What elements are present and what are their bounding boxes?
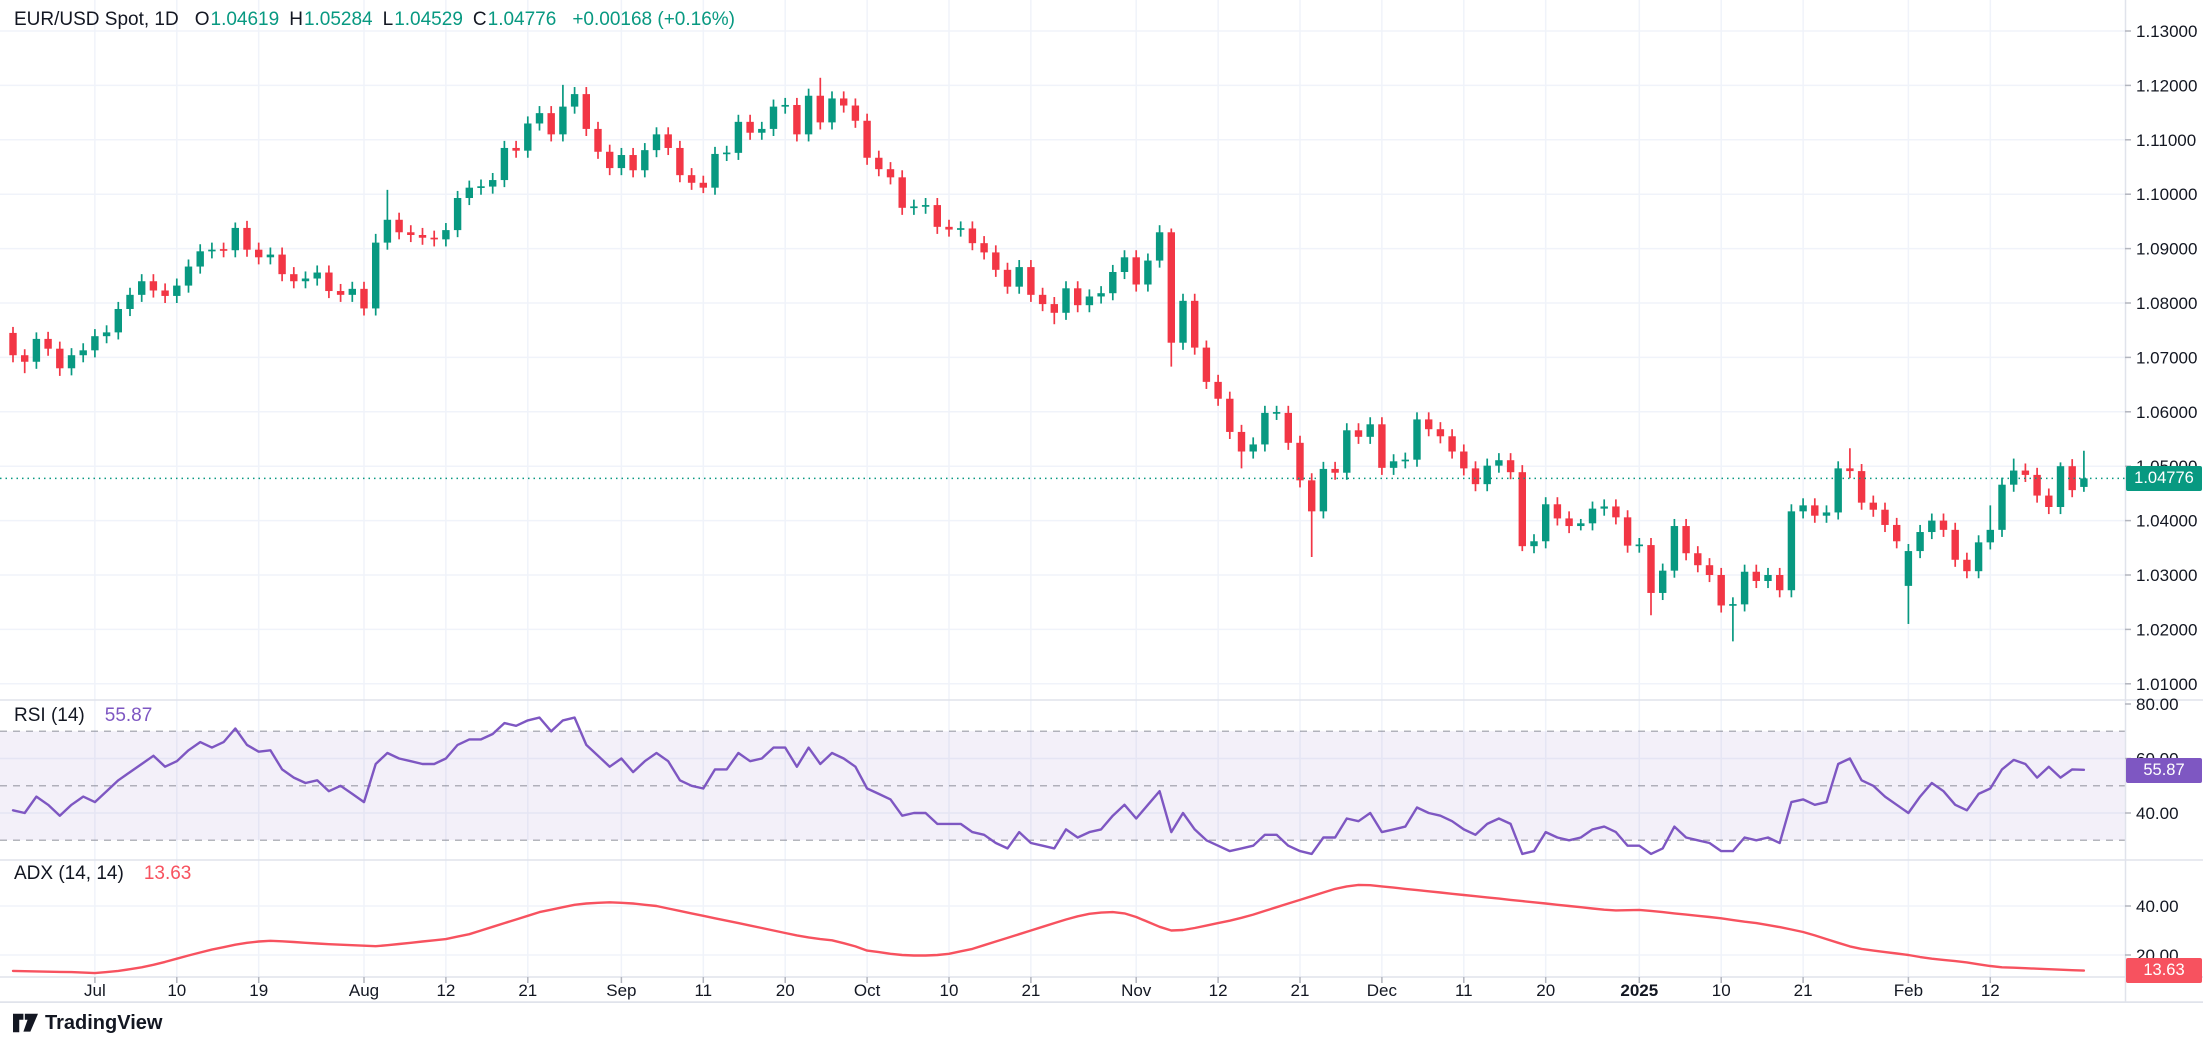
svg-text:1.12000: 1.12000 [2136,76,2197,95]
rsi-value: 55.87 [104,705,153,726]
svg-text:80.00: 80.00 [2136,695,2179,714]
svg-text:1.08000: 1.08000 [2136,294,2197,313]
svg-text:10: 10 [940,981,959,1000]
svg-text:Feb: Feb [1894,981,1923,1000]
rsi-title: RSI (14) [14,705,85,726]
tradingview-logo-icon [13,1013,38,1032]
close-value: 1.04776 [487,9,557,30]
adx-title: ADX (14, 14) [14,863,124,884]
tradingview-brand-text: TradingView [45,1011,163,1034]
svg-text:10: 10 [167,981,186,1000]
svg-text:11: 11 [1455,981,1473,1000]
svg-text:20: 20 [776,981,795,1000]
adx-indicator-legend: ADX (14, 14) 13.63 [14,863,191,885]
footer-bar: TradingView [0,1002,2203,1043]
svg-text:1.07000: 1.07000 [2136,348,2197,367]
pane-separators [0,0,2203,1002]
svg-text:1.10000: 1.10000 [2136,185,2197,204]
svg-text:20: 20 [1536,981,1555,1000]
svg-text:1.03000: 1.03000 [2136,566,2197,585]
svg-text:1.01000: 1.01000 [2136,675,2197,694]
low-value: 1.04529 [394,9,463,30]
svg-text:Jul: Jul [84,981,106,1000]
svg-text:12: 12 [1209,981,1228,1000]
svg-text:1.11000: 1.11000 [2136,131,2196,150]
high-label: H [289,9,303,30]
svg-text:21: 21 [1794,981,1813,1000]
svg-text:1.04000: 1.04000 [2136,512,2197,531]
time-scale[interactable]: Jul 10 19 Aug 12 21 Sep 11 20 Oct 10 21 Nov 12 21 Dec 11… [84,977,2000,1000]
close-label: C [472,9,487,30]
svg-text:1.09000: 1.09000 [2136,240,2197,259]
chart-canvas[interactable]: 1.13000 1.12000 1.11000 1.10000 1.09000 1.080… [0,0,2203,1002]
symbol-legend: EUR/USD Spot, 1D O 1.04619 H 1.05284 L 1.04… [14,9,735,31]
open-value: 1.04619 [210,9,280,30]
adx-value-badge: 13.63 [2126,958,2202,983]
adx-value: 13.63 [143,863,192,884]
svg-text:Dec: Dec [1367,981,1398,1000]
price-scale[interactable]: 1.13000 1.12000 1.11000 1.10000 1.09000 1.080… [2125,22,2197,965]
symbol-title: EUR/USD Spot, 1D [14,9,179,30]
svg-text:1.13000: 1.13000 [2136,22,2197,41]
svg-text:2025: 2025 [1620,981,1658,1000]
svg-text:Nov: Nov [1121,981,1152,1000]
svg-text:10: 10 [1712,981,1731,1000]
candlestick-series [9,77,2088,642]
rsi-line [11,716,2086,856]
svg-text:Sep: Sep [606,981,636,1000]
last-price-badge: 1.04776 [2126,466,2202,491]
open-label: O [194,9,210,30]
svg-text:12: 12 [1981,981,2000,1000]
svg-text:21: 21 [1021,981,1040,1000]
rsi-band [0,730,2125,842]
tradingview-brand-link[interactable]: TradingView [13,1012,162,1035]
svg-text:1.02000: 1.02000 [2136,620,2197,639]
svg-text:Aug: Aug [349,981,379,1000]
svg-text:19: 19 [249,981,268,1000]
svg-text:12: 12 [436,981,455,1000]
adx-line [11,883,2086,975]
high-value: 1.05284 [303,9,373,30]
svg-text:21: 21 [518,981,537,1000]
rsi-value-badge: 55.87 [2126,758,2202,783]
rsi-indicator-legend: RSI (14) 55.87 [14,705,152,727]
svg-text:40.00: 40.00 [2136,897,2179,916]
low-label: L [382,9,394,30]
svg-text:Oct: Oct [854,981,881,1000]
svg-text:21: 21 [1291,981,1310,1000]
svg-text:1.06000: 1.06000 [2136,403,2197,422]
svg-text:11: 11 [694,981,712,1000]
change-value: +0.00168 (+0.16%) [572,9,735,30]
svg-text:40.00: 40.00 [2136,804,2179,823]
gridlines [0,0,2125,977]
